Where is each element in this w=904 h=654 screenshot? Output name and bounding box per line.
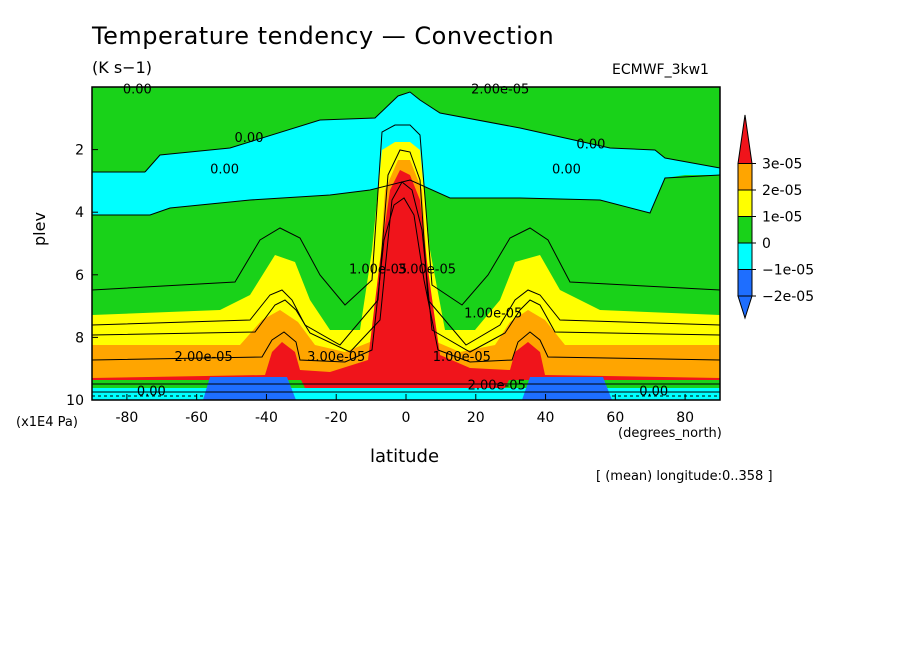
legend-swatch: [737, 163, 753, 191]
legend-label: 0: [762, 236, 771, 252]
legend-swatch: [737, 216, 753, 244]
contour-label: 0.00: [137, 385, 166, 400]
legend-label: −2e-05: [762, 289, 814, 305]
contour-labels: 0.00 2.00e-050.000.000.000.001.00e-053.00…: [123, 83, 668, 400]
contour-label: 0.00: [123, 83, 152, 98]
x-tick-label: 40: [537, 410, 555, 426]
chart-title: Temperature tendency — Convection: [92, 22, 555, 50]
x-tick-label: 80: [676, 410, 694, 426]
y-tick-label: 8: [75, 330, 84, 346]
contour-field: [92, 87, 720, 400]
contour-label: 1.00e-05: [433, 350, 491, 365]
field-negative-block-south: [203, 377, 296, 400]
contour-line: [92, 149, 720, 346]
contour-line: [144, 91, 720, 173]
y-tick-label: 10: [66, 393, 84, 409]
x-tick-label: -20: [325, 410, 348, 426]
y-tick-label: 6: [75, 268, 84, 284]
axis-ticks: -80 -60 -40 -20 0 20 40 60 80 2 4 6 8 10: [66, 143, 694, 426]
x-tick-label: 20: [467, 410, 485, 426]
contour-label: 0.00: [552, 162, 581, 177]
contour-line: [92, 181, 720, 353]
field-equator-core: [300, 378, 510, 388]
averaging-note: [ (mean) longitude:0..358 ]: [596, 469, 773, 484]
x-axis-label: latitude: [370, 446, 440, 467]
contour-label: 2.00e-05: [471, 83, 529, 98]
legend-swatch: [737, 242, 753, 270]
x-axis-unit: (degrees_north): [618, 426, 722, 441]
contour-label: 0.00: [235, 131, 264, 146]
contour-line: [92, 124, 720, 306]
contour-label: 3.00e-05: [398, 263, 456, 278]
legend-swatch: [737, 114, 753, 164]
legend-label: 2e-05: [762, 183, 802, 199]
contour-label: 2.00e-05: [175, 350, 233, 365]
field-negative-block-north: [522, 377, 612, 400]
dataset-label: ECMWF_3kw1: [612, 62, 709, 78]
x-tick-label: 60: [606, 410, 624, 426]
legend-label: −1e-05: [762, 263, 814, 279]
legend-swatch: [737, 269, 753, 297]
legend-label: 3e-05: [762, 157, 802, 173]
legend-label: 1e-05: [762, 210, 802, 226]
color-legend: 3e-05 2e-05 1e-05 0 −1e-05 −2e-05: [737, 114, 814, 320]
contour-label: 3.00e-05: [307, 350, 365, 365]
y-axis-unit: (x1E4 Pa): [16, 415, 78, 430]
contour-lines: [92, 91, 720, 393]
contour-line: [92, 174, 720, 216]
legend-swatch: [737, 295, 753, 320]
contour-label: 1.00e-05: [349, 263, 407, 278]
contour-label: 2.00e-05: [468, 378, 526, 393]
x-tick-label: -40: [255, 410, 278, 426]
contour-label: 1.00e-05: [464, 306, 522, 321]
x-tick-label: -80: [115, 410, 138, 426]
y-tick-label: 4: [75, 205, 84, 221]
field-band-3e-05: [92, 170, 720, 400]
units-label: (K s−1): [92, 58, 152, 77]
contour-label: 0.00: [576, 137, 605, 152]
contour-line: [92, 197, 720, 363]
contour-label: 0.00: [210, 162, 239, 177]
y-tick-label: 2: [75, 143, 84, 159]
contour-label: 0.00: [639, 385, 668, 400]
legend-swatch: [737, 189, 753, 217]
x-tick-label: -60: [185, 410, 208, 426]
x-tick-label: 0: [402, 410, 411, 426]
